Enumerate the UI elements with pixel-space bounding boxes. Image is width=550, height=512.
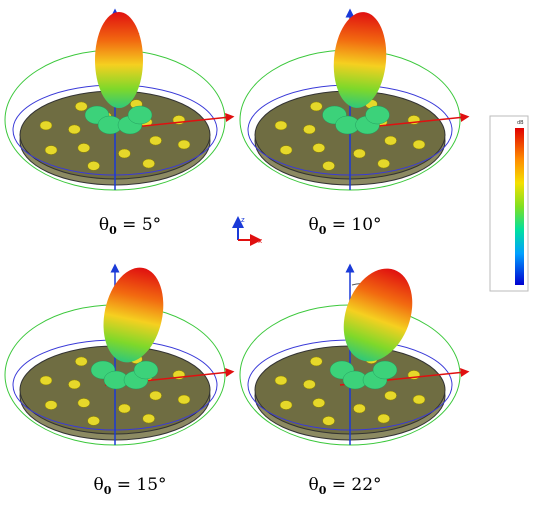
side-lobe [133,360,159,380]
z-label: z [241,216,245,224]
pattern-panel: θ0 = 10° [239,8,470,237]
patch [149,390,162,401]
caption-symbol: θ [308,215,318,235]
patch [274,120,288,131]
pattern-panel: θ0 = 5° [4,8,235,237]
patch [312,143,326,153]
caption-rest: = 22° [326,475,381,495]
patch [75,356,88,367]
patch [44,145,58,155]
patch [384,390,397,401]
main-lobe [95,12,143,108]
main-lobe [343,268,413,362]
patch [87,416,100,426]
patch [142,158,155,169]
patch [322,416,335,426]
axis-triad: z x [232,216,262,246]
colorbar-unit: dB [517,120,524,126]
colorbar-gradient [515,128,524,285]
patch [39,375,53,386]
caption-rest: = 5° [117,215,161,235]
caption-symbol: θ [99,215,109,235]
patch [279,145,293,155]
patch [412,139,426,150]
panels: θ0 = 5° θ0 = 10°θ0 = 15° θ0 = 22° [4,8,470,497]
patch [353,148,366,159]
patch [142,413,155,424]
caption-rest: = 15° [111,475,166,495]
patch [412,394,426,405]
patch [118,403,131,414]
patch [68,379,81,390]
patch [77,143,91,153]
patch [274,375,288,386]
patch [39,120,53,131]
patch [75,101,88,112]
side-lobe [365,105,390,125]
patch [44,400,58,410]
caption: θ0 = 5° [99,215,161,237]
caption-subscript: 0 [104,484,112,497]
pattern-panel: θ0 = 15° [4,263,235,497]
patch [303,379,316,390]
caption-rest: = 10° [326,215,381,235]
x-label: x [258,237,262,245]
caption: θ0 = 22° [308,475,381,497]
side-lobe [127,105,153,125]
side-lobe [372,360,398,380]
caption: θ0 = 10° [308,215,381,237]
patch [353,403,366,414]
patch [312,398,326,408]
caption: θ0 = 15° [93,475,166,497]
patch [322,161,335,171]
patch [177,394,191,405]
patch [279,400,293,410]
patch [118,148,131,159]
patch [177,139,191,150]
pattern-panel: θ0 = 22° [239,263,470,497]
caption-symbol: θ [93,475,103,495]
colorbar: dB [489,115,529,292]
patch [77,398,91,408]
patch [68,124,81,135]
main-lobe [103,267,164,363]
patch [149,135,162,146]
caption-subscript: 0 [319,484,327,497]
patch [310,101,323,112]
patch [377,158,390,169]
patch [303,124,316,135]
caption-symbol: θ [308,475,318,495]
patch [87,161,100,171]
patch [384,135,397,146]
main-lobe [333,12,387,108]
patch [377,413,390,424]
patch [310,356,323,367]
caption-subscript: 0 [109,224,117,237]
caption-subscript: 0 [319,224,327,237]
